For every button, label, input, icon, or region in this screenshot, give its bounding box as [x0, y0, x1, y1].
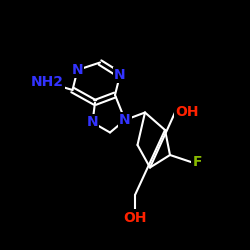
Text: OH: OH: [123, 210, 147, 224]
Text: NH2: NH2: [31, 76, 64, 90]
Text: OH: OH: [175, 106, 199, 120]
Text: N: N: [87, 116, 98, 130]
Text: N: N: [114, 68, 126, 82]
Text: N: N: [72, 63, 83, 77]
Text: N: N: [119, 113, 131, 127]
Text: F: F: [192, 156, 202, 170]
